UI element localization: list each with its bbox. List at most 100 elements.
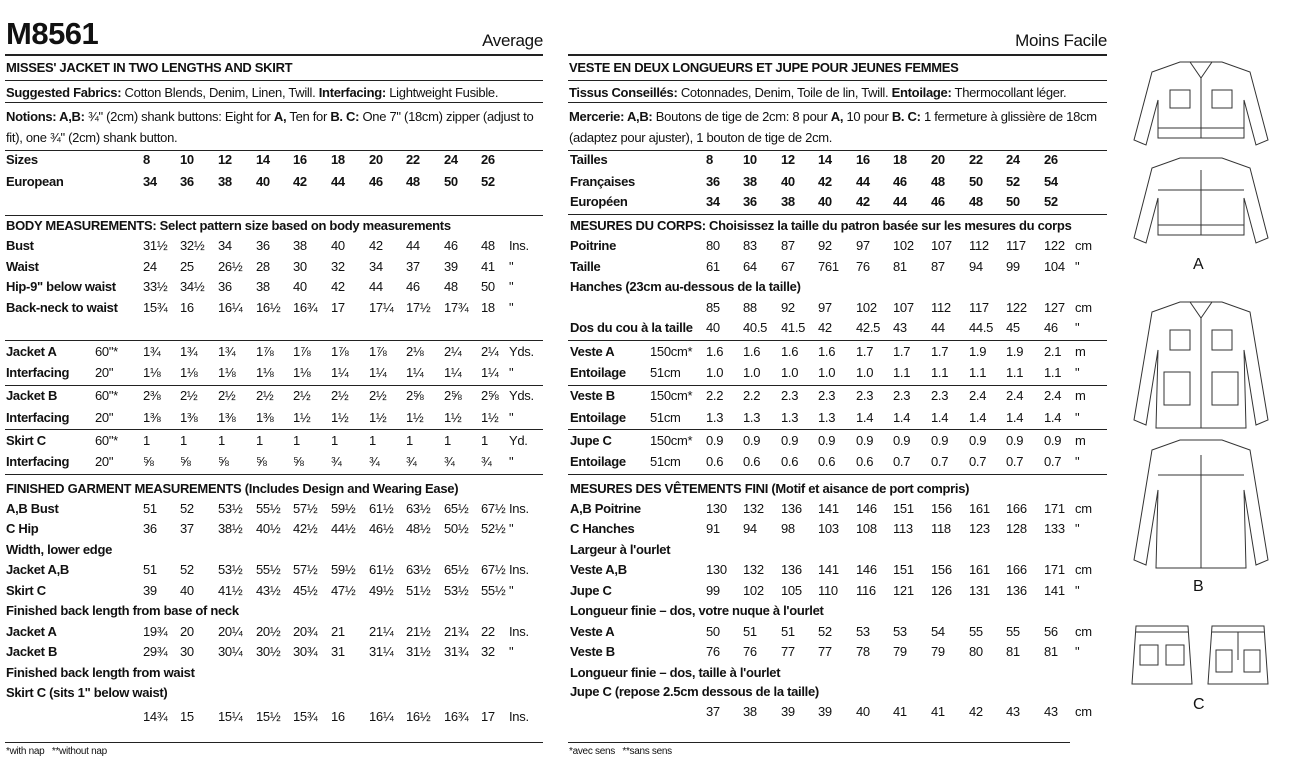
cell-value: 38 <box>743 174 757 189</box>
row-label: Interfacing <box>6 454 70 469</box>
cell-value: 1.3 <box>818 410 836 425</box>
rule <box>5 54 543 56</box>
cell-value: 31½ <box>143 238 168 253</box>
cell-value: 30¼ <box>218 644 243 659</box>
cell-value: 76 <box>743 644 757 659</box>
cell-value: 1.4 <box>969 410 987 425</box>
cell-value: 59½ <box>331 562 356 577</box>
cell-value: 92 <box>781 300 795 315</box>
cell-value: 30 <box>293 259 307 274</box>
cell-value: 55 <box>969 624 983 639</box>
cell-value: 151 <box>893 562 914 577</box>
cell-value: 32 <box>481 644 495 659</box>
cell-value: 1.0 <box>743 365 761 380</box>
cell-value: 39 <box>143 583 157 598</box>
cell-value: 39 <box>781 704 795 719</box>
row-label: Jacket A,B <box>6 562 69 577</box>
cell-value: 1.1 <box>893 365 911 380</box>
cell-value: 18 <box>331 152 345 167</box>
section-title: VESTE EN DEUX LONGUEURS ET JUPE POUR JEU… <box>569 60 959 75</box>
jacket-a <box>1133 61 1269 244</box>
cell-value: 14 <box>818 152 832 167</box>
row-unit: m <box>1075 344 1086 359</box>
cell-value: 0.6 <box>856 454 874 469</box>
rule <box>5 150 543 151</box>
row-label: Jacket B <box>6 388 58 403</box>
cell-value: 116 <box>856 583 876 598</box>
row-unit: cm <box>1075 300 1092 315</box>
cell-value: 107 <box>893 300 914 315</box>
cell-value: ⅝ <box>293 454 304 469</box>
cell-value: 102 <box>743 583 764 598</box>
cell-value: 76 <box>856 259 870 274</box>
cell-value: 79 <box>931 644 945 659</box>
difficulty-level: Average <box>482 31 543 50</box>
cell-value: 53½ <box>218 562 243 577</box>
cell-value: 102 <box>893 238 914 253</box>
row-width: 20" <box>95 365 114 380</box>
cell-value: 21 <box>331 624 345 639</box>
cell-value: 37 <box>706 704 720 719</box>
cell-value: 59½ <box>331 501 356 516</box>
cell-value: 99 <box>706 583 720 598</box>
cell-value: 122 <box>1006 300 1027 315</box>
text-segment: Ten for <box>286 109 331 124</box>
section-title: MISSES' JACKET IN TWO LENGTHS AND SKIRT <box>6 60 293 75</box>
text-segment: One 7" (18cm) zipper (adjust to fit), on… <box>6 109 534 145</box>
cell-value: 53 <box>893 624 907 639</box>
row-label: Européen <box>570 194 628 209</box>
cell-value: 54 <box>1044 174 1058 189</box>
cell-value: 30½ <box>256 644 281 659</box>
cell-value: 51 <box>781 624 795 639</box>
cell-value: 52 <box>481 174 495 189</box>
cell-value: 2.4 <box>1006 388 1024 403</box>
row-label: Hanches (23cm au-dessous de la taille) <box>570 279 801 294</box>
cell-value: 22 <box>481 624 495 639</box>
cell-value: 51 <box>743 624 757 639</box>
cell-value: 156 <box>931 501 952 516</box>
cell-value: 33½ <box>143 279 168 294</box>
cell-value: 15½ <box>256 709 281 724</box>
cell-value: 36 <box>256 238 270 253</box>
cell-value: 57½ <box>293 501 318 516</box>
cell-value: 50 <box>706 624 720 639</box>
row-label: Skirt C <box>6 433 46 448</box>
row-unit: Yds. <box>509 388 534 403</box>
cell-value: 133 <box>1044 521 1065 536</box>
cell-value: 38 <box>256 279 270 294</box>
cell-value: 1⅛ <box>180 365 198 380</box>
cell-value: 132 <box>743 501 764 516</box>
cell-value: 1½ <box>293 410 311 425</box>
row-unit: Ins. <box>509 624 529 639</box>
cell-value: 38 <box>781 194 795 209</box>
row-width: 60"* <box>95 433 118 448</box>
cell-value: 2.1 <box>1044 344 1062 359</box>
cell-value: 1½ <box>481 410 499 425</box>
cell-value: 88 <box>743 300 757 315</box>
rule <box>568 54 1107 56</box>
cell-value: 57½ <box>293 562 318 577</box>
cell-value: 51 <box>143 501 157 516</box>
cell-value: 77 <box>781 644 795 659</box>
row-unit: " <box>1075 583 1080 598</box>
row-unit: " <box>1075 320 1080 335</box>
fabrics-text: Suggested Fabrics: Cotton Blends, Denim,… <box>6 82 546 103</box>
cell-value: 0.9 <box>856 433 874 448</box>
cell-value: 21¼ <box>369 624 394 639</box>
row-label: Sizes <box>6 152 38 167</box>
rule <box>5 215 543 216</box>
cell-value: 126 <box>931 583 952 598</box>
cell-value: 79 <box>893 644 907 659</box>
cell-value: 29¾ <box>143 644 168 659</box>
text-segment: Cotonnades, Denim, Toile de lin, Twill. <box>677 85 892 100</box>
cell-value: 0.7 <box>1006 454 1024 469</box>
cell-value: 1.0 <box>706 365 724 380</box>
text-segment: Cotton Blends, Denim, Linen, Twill. <box>121 85 319 100</box>
figure-label: B <box>1193 578 1204 595</box>
cell-value: 146 <box>856 562 877 577</box>
cell-value: 1¼ <box>481 365 499 380</box>
cell-value: 48 <box>931 174 945 189</box>
row-label: A,B Bust <box>6 501 59 516</box>
cell-value: 1⅞ <box>256 344 274 359</box>
